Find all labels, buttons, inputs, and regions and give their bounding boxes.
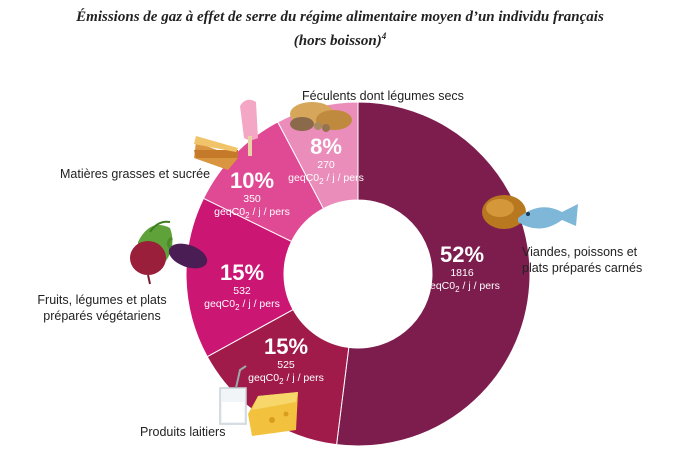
slice-value-label: 532 — [233, 285, 251, 297]
slice-percent-label: 15% — [264, 334, 308, 359]
label-feculents: Féculents dont légumes secs — [302, 89, 464, 103]
slice-unit-label: geqC02 / j / pers — [424, 280, 500, 294]
slice-unit-label: geqC02 / j / pers — [288, 172, 364, 186]
slice-unit-label: geqC02 / j / pers — [214, 206, 290, 220]
slice-percent-label: 15% — [220, 260, 264, 285]
label-produits-laitiers: Produits laitiers — [140, 425, 226, 439]
title-footnote: 4 — [381, 31, 387, 41]
donut-slice — [335, 101, 531, 447]
label-matieres-grasses: Matières grasses et sucrée — [60, 167, 211, 181]
label-fruits-legumes: Fruits, légumes et plats préparés végéta… — [37, 293, 167, 323]
bread-icon — [290, 102, 352, 132]
slice-value-label: 1816 — [450, 267, 474, 279]
slice-value-label: 350 — [243, 193, 261, 205]
chart-title-text: Émissions de gaz à effet de serre du rég… — [76, 9, 604, 49]
slice-unit-label: geqC02 / j / pers — [248, 372, 324, 386]
vegetables-icon — [130, 220, 208, 285]
slice-percent-label: 10% — [230, 168, 274, 193]
slice-unit-label: geqC02 / j / pers — [204, 298, 280, 312]
meat-fish-icon — [482, 195, 578, 229]
chart-title: Émissions de gaz à effet de serre du rég… — [60, 8, 620, 51]
dessert-icon — [194, 99, 258, 170]
donut-slice — [206, 308, 350, 446]
donut-slice — [185, 197, 294, 358]
slice-percent-label: 8% — [310, 134, 342, 159]
label-viandes: Viandes, poissons et plats préparés carn… — [522, 245, 643, 275]
slice-percent-label: 52% — [440, 242, 484, 267]
donut-slices — [185, 101, 531, 447]
slice-value-label: 525 — [277, 359, 295, 371]
dairy-icon — [219, 365, 298, 436]
slice-value-label: 270 — [317, 159, 335, 171]
